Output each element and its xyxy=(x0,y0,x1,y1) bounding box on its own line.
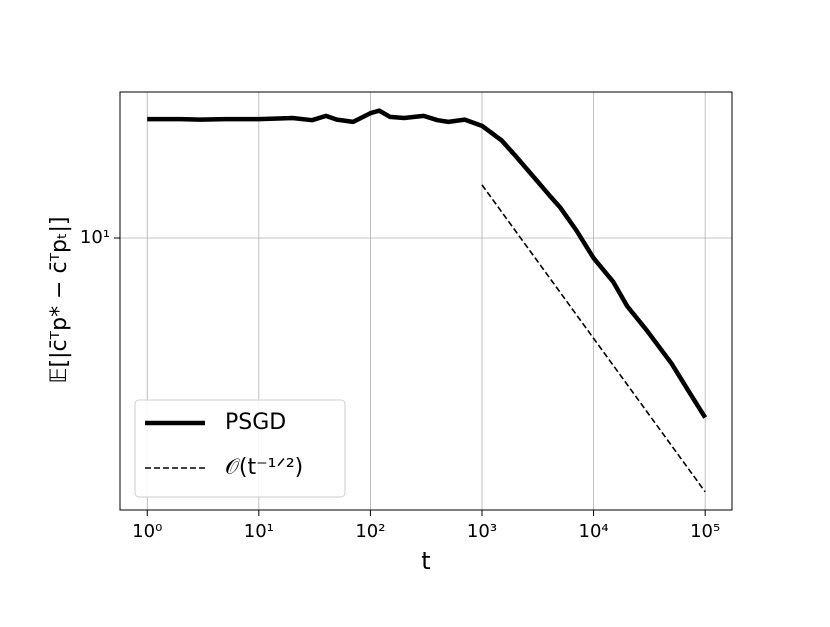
x-tick-label: 10⁵ xyxy=(690,521,720,542)
line-series xyxy=(481,184,706,493)
y-tick-label: 10¹ xyxy=(80,227,110,248)
grid xyxy=(120,92,732,510)
x-tick-label: 10⁴ xyxy=(579,521,609,542)
x-tick-label: 10¹ xyxy=(244,521,274,542)
x-tick-label: 10² xyxy=(355,521,385,542)
axes-frame xyxy=(119,91,733,511)
y-axis-label: 𝔼[|c̄ᵀp* − c̄ᵀpₜ|] xyxy=(47,217,72,384)
x-tick-label: 10⁰ xyxy=(132,521,162,542)
ticks: 10⁰ 10¹ 10² 10³ 10⁴ 10⁵ 10¹ xyxy=(80,227,720,542)
legend: PSGD 𝒪(t⁻¹ᐟ²) xyxy=(134,399,346,498)
plot xyxy=(147,108,708,493)
legend-label: 𝒪(t⁻¹ᐟ²) xyxy=(225,455,303,480)
line-series xyxy=(147,108,708,419)
legend-label: PSGD xyxy=(225,410,286,435)
x-tick-label: 10³ xyxy=(467,521,497,542)
x-axis-label: t xyxy=(421,547,430,575)
